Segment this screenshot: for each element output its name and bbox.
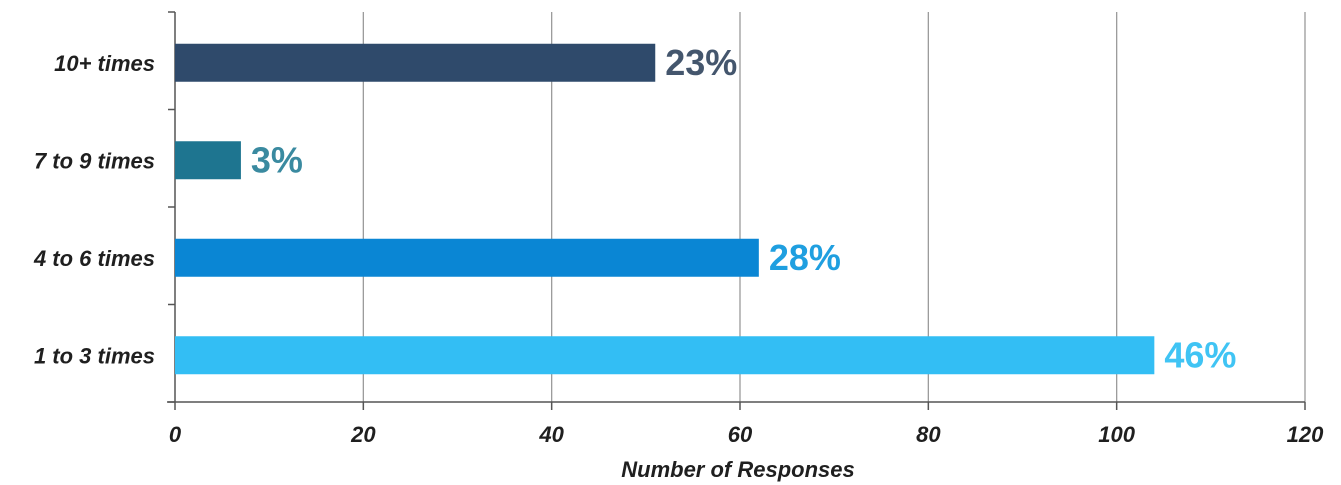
category-labels: 10+ times 7 to 9 times 4 to 6 times 1 to 3 … [33, 51, 155, 369]
data-labels: 23% 3% 28% 46% [251, 42, 1236, 376]
x-tick-label: 60 [728, 422, 753, 447]
data-label: 23% [665, 42, 737, 83]
bar [175, 43, 656, 82]
bars [175, 43, 1155, 375]
data-label: 3% [251, 139, 303, 180]
bar [175, 141, 241, 180]
x-tick-label: 120 [1287, 422, 1324, 447]
x-tick-label: 100 [1098, 422, 1135, 447]
data-label: 28% [769, 237, 841, 278]
x-tick-label: 40 [538, 422, 564, 447]
x-tick-label: 0 [169, 422, 182, 447]
bar [175, 336, 1155, 375]
category-label: 4 to 6 times [33, 246, 155, 271]
x-tick-labels: 0 20 40 60 80 100 120 [169, 422, 1324, 447]
x-tick-label: 20 [350, 422, 376, 447]
data-label: 46% [1164, 334, 1236, 375]
x-tick-label: 80 [916, 422, 941, 447]
category-label: 10+ times [54, 51, 155, 76]
category-label: 7 to 9 times [34, 148, 155, 173]
x-axis-title: Number of Responses [621, 457, 855, 482]
bar [175, 238, 759, 277]
category-label: 1 to 3 times [34, 343, 155, 368]
